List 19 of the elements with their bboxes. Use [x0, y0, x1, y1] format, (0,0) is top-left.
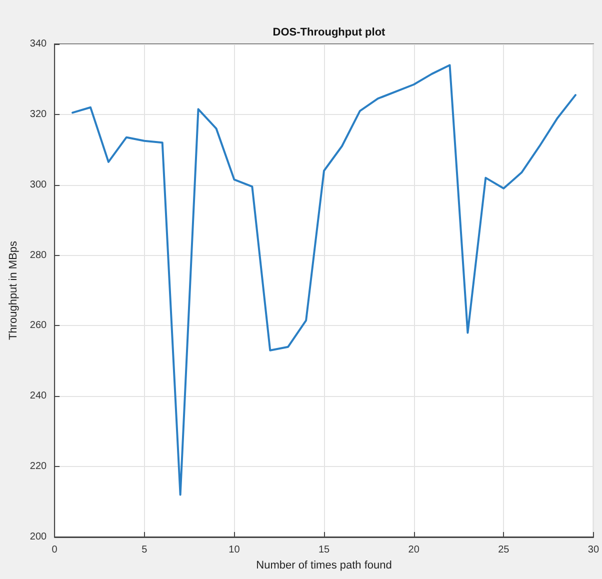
y-tick-label: 260	[30, 320, 48, 332]
x-tick-label: 0	[52, 544, 58, 556]
x-tick-label: 15	[318, 544, 330, 556]
x-tick-label: 10	[228, 544, 240, 556]
chart-title: DOS-Throughput plot	[272, 26, 386, 38]
x-tick-label: 25	[498, 544, 510, 556]
y-tick-label: 280	[30, 250, 48, 261]
y-tick-label: 240	[30, 390, 48, 402]
x-axis-title: Number of times path found	[256, 559, 392, 572]
y-tick-label: 300	[30, 179, 48, 190]
x-tick-label: 30	[588, 544, 600, 556]
y-axis-title: Throughput in MBps	[8, 240, 20, 340]
line-series	[72, 64, 576, 496]
y-tick-label: 320	[30, 108, 48, 120]
x-tick-label: 5	[142, 544, 148, 556]
y-tick-label: 220	[30, 461, 48, 472]
y-tick-label: 200	[30, 532, 48, 542]
y-tick-label: 340	[30, 38, 48, 50]
x-tick-label: 20	[408, 544, 420, 556]
